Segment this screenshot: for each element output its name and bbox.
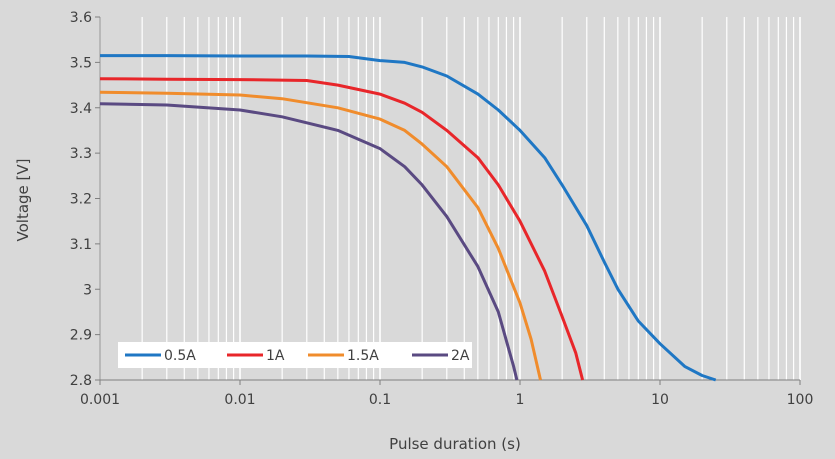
series-lines (99, 54, 717, 382)
x-tick-label: 0.1 (369, 392, 391, 408)
y-axis-title: Voltage [V] (14, 159, 32, 242)
y-tick-label: 3.4 (70, 101, 92, 117)
y-tick-label: 3.2 (70, 192, 92, 208)
y-tick-label: 3.6 (70, 10, 92, 26)
y-tick-label: 3 (83, 282, 92, 298)
series-line-1-5a (99, 90, 542, 381)
y-tick-label: 3.1 (70, 237, 92, 253)
x-tick-label: 0.001 (80, 392, 120, 408)
y-tick-label: 2.8 (70, 373, 92, 389)
legend: 0.5A 1A 1.5A 2A (118, 342, 472, 368)
legend-label-0-5a: 0.5A (164, 348, 196, 364)
series-line-0-5a (100, 54, 717, 382)
axes: 2.8 2.9 3 3.1 3.2 3.3 3.4 3.5 3.6 0.001 0.01 0.1 1 10… (70, 10, 814, 408)
x-tick-label: 10 (651, 392, 669, 408)
x-tick-label: 0.01 (224, 392, 255, 408)
legend-label-2a: 2A (451, 348, 470, 364)
series-line-1a (99, 77, 585, 381)
legend-label-1a: 1A (266, 348, 285, 364)
x-tick-label: 1 (516, 392, 525, 408)
x-axis-title: Pulse duration (s) (389, 435, 521, 453)
grid (99, 17, 801, 380)
legend-label-1-5a: 1.5A (347, 348, 379, 364)
y-tick-label: 3.5 (70, 55, 92, 71)
y-tick-label: 2.9 (70, 328, 92, 344)
y-tick-label: 3.3 (70, 146, 92, 162)
series-line-2a (99, 102, 519, 381)
x-tick-label: 100 (787, 392, 814, 408)
